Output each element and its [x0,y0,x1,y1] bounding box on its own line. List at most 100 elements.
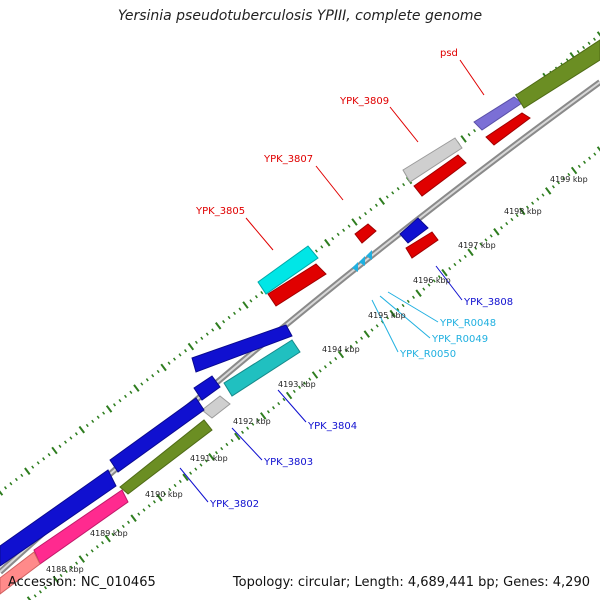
feature-ypk3802-blue[interactable] [109,397,205,473]
feature-ypk3809-red[interactable] [413,154,467,197]
label-ypk3807: YPK_3807 [263,154,313,165]
tick-mark [167,361,171,365]
tick-mark [396,187,400,191]
feature-psd-red[interactable] [485,112,531,146]
tick-mark [9,482,13,486]
tick-mark [337,350,345,359]
feature-salmon-lower[interactable] [0,551,41,595]
tick-mark [500,226,503,230]
tick-mark [64,569,68,574]
feature-ypk3804-teal[interactable] [223,339,301,397]
tick-mark [582,45,586,50]
tick-mark [596,146,600,152]
tick-mark [292,389,296,394]
tick-mark [205,332,209,336]
tick-mark [129,390,133,394]
tick-mark [596,31,600,37]
feature-ypk3807-red[interactable] [354,223,377,244]
feature-ypk3803-blue[interactable] [193,375,221,401]
tick-mark [163,491,167,496]
tick-mark [282,397,286,402]
tick-mark [427,283,431,287]
tick-mark [364,211,367,216]
tick-mark [592,37,597,41]
kbp-label-4192: 4192 kbp [233,417,271,426]
feature-rna-3[interactable] [366,250,372,260]
feature-rna-1[interactable] [352,262,358,272]
tick-mark [360,336,364,340]
tick-mark [36,461,40,465]
feature-ypk3808-red[interactable] [405,231,439,259]
kbp-label-4189: 4189 kbp [90,529,128,538]
tick-mark [24,467,31,475]
tick-mark [358,216,362,220]
feature-rna-2[interactable] [359,256,365,266]
tick-mark [249,299,253,303]
leader-ypk3809 [389,106,419,143]
tick-mark [567,172,571,177]
tick-mark [246,426,250,430]
tick-mark [266,410,270,414]
tick-mark [178,353,182,357]
tick-mark [222,320,226,324]
tick-mark [402,182,406,187]
leader-ypk3805 [245,217,274,251]
tick-mark [336,232,340,237]
tick-mark [389,309,396,318]
tick-mark [349,344,353,349]
kbp-label-4193: 4193 kbp [278,380,316,389]
leader-ypk3807 [315,165,344,201]
feature-ypk3802-olive[interactable] [119,419,213,495]
topology-summary: Topology: circular; Length: 4,689,441 bp… [232,575,590,590]
tick-mark [74,432,78,436]
tick-mark [386,316,389,320]
tick-mark [43,586,48,590]
tick-mark [324,238,331,247]
feature-ypk3808-blue[interactable] [399,217,429,244]
tick-mark [314,249,318,253]
tick-mark [493,228,500,236]
feature-ypk3809-grey[interactable] [402,137,463,183]
tick-mark [453,262,457,267]
kbp-label-4196: 4196 kbp [413,276,451,285]
tick-mark [241,430,244,434]
tick-mark [95,545,99,549]
tick-mark [484,238,488,242]
tick-mark [577,164,581,169]
tick-mark [69,436,73,440]
tick-mark [233,311,236,316]
tick-mark [173,483,177,488]
leader-ypk3803 [231,427,263,461]
feature-olive-upper[interactable] [515,39,600,109]
feature-ypk3804-blue[interactable] [191,324,293,373]
tick-mark [182,473,189,482]
label-ypk-r0050: YPK_R0050 [399,349,456,360]
tick-mark [320,245,324,249]
tick-mark [318,369,322,373]
tick-mark [467,133,471,137]
feature-blue-lower[interactable] [0,469,117,567]
tick-mark [121,524,125,529]
tick-mark [562,176,566,181]
map-title: Yersinia pseudotuberculosis YPIII, compl… [117,8,483,24]
tick-mark [208,453,215,461]
tick-mark [26,596,32,600]
tick-mark [460,135,467,143]
tick-mark [448,266,452,271]
tick-mark [118,398,122,403]
tick-mark [347,224,351,228]
tick-mark [412,295,415,299]
tick-mark [156,369,160,374]
feature-ypk3803-grey[interactable] [201,395,231,419]
feature-ypk3805-red[interactable] [267,263,327,307]
leader-rna-49 [379,295,431,339]
tick-mark [463,254,467,259]
tick-mark [323,365,327,369]
feature-ypk3805-cyan[interactable] [257,245,319,295]
tick-mark [178,479,182,484]
tick-mark [200,336,204,340]
kbp-label-4194: 4194 kbp [322,345,360,354]
tick-mark [251,422,255,426]
tick-mark [91,419,95,424]
tick-mark [254,295,258,299]
